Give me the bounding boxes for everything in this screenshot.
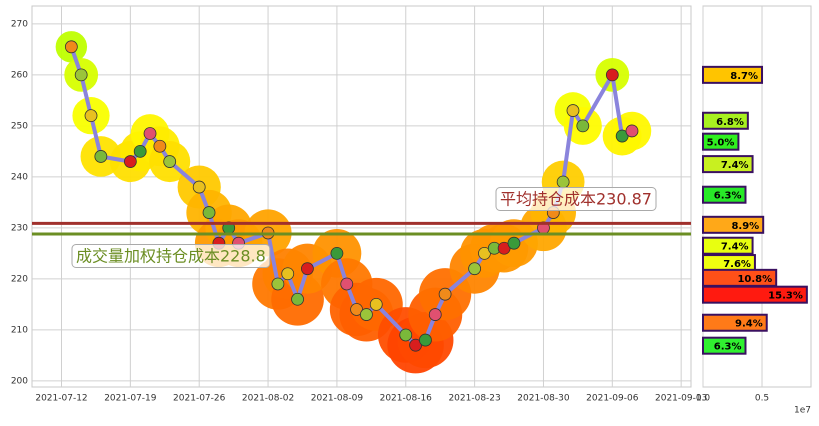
x-tick-label: 2021-08-23 bbox=[448, 394, 500, 404]
reference-label: 平均持仓成本230.87 bbox=[500, 190, 652, 209]
fruit-marker bbox=[281, 267, 295, 281]
fruit-marker bbox=[625, 124, 639, 138]
y-tick-label: 250 bbox=[11, 121, 28, 131]
fruit-marker bbox=[192, 180, 206, 194]
bar-label: 8.7% bbox=[730, 71, 758, 82]
fruit-marker bbox=[360, 308, 373, 321]
bar-label: 6.3% bbox=[714, 191, 742, 202]
fruit-marker bbox=[419, 333, 432, 347]
fruit-marker bbox=[133, 144, 147, 158]
bar-label: 15.3% bbox=[768, 291, 803, 302]
fruit-marker bbox=[369, 297, 383, 311]
fruit-marker bbox=[399, 328, 413, 342]
fruit-marker bbox=[271, 277, 285, 291]
bar bbox=[702, 185, 747, 204]
bar bbox=[702, 215, 765, 234]
bar-label: 6.8% bbox=[716, 117, 744, 128]
y-tick-label: 260 bbox=[11, 70, 28, 80]
bar-label: 6.3% bbox=[714, 342, 742, 353]
x-tick-label: 0.5 bbox=[755, 394, 769, 404]
fruit-marker bbox=[507, 236, 521, 250]
fruit-marker bbox=[576, 119, 590, 133]
fruit-marker bbox=[291, 292, 304, 306]
bar bbox=[702, 132, 740, 151]
fruit-marker bbox=[74, 68, 88, 82]
x-tick-label: 2021-07-26 bbox=[173, 394, 226, 404]
x-tick-label: 2021-08-02 bbox=[242, 394, 294, 404]
fruit-marker bbox=[438, 287, 452, 301]
fruit-marker bbox=[605, 68, 619, 82]
reference-label: 成交量加权持仓成本228.8 bbox=[76, 247, 266, 266]
x-tick-label: 0.0 bbox=[696, 394, 711, 404]
main-axes bbox=[31, 5, 692, 388]
fruit-marker bbox=[143, 127, 157, 140]
bar bbox=[702, 285, 808, 304]
x-tick-label: 2021-09-13 bbox=[655, 394, 707, 404]
fruit-marker bbox=[340, 277, 354, 291]
bar bbox=[702, 236, 754, 255]
x-tick-label: 2021-07-12 bbox=[35, 394, 87, 404]
fruit-marker bbox=[468, 262, 482, 276]
fruit-marker bbox=[301, 262, 314, 276]
fruit-marker bbox=[84, 109, 98, 123]
y-tick-label: 210 bbox=[11, 325, 28, 335]
fruit-marker bbox=[556, 175, 570, 189]
x-tick-label: 2021-09-06 bbox=[586, 394, 639, 404]
x-tick-label: 2021-08-30 bbox=[517, 394, 570, 404]
x-tick-label: 2021-08-09 bbox=[311, 394, 364, 404]
bar-label: 10.8% bbox=[737, 274, 772, 285]
y-tick-label: 220 bbox=[11, 274, 28, 284]
bar bbox=[702, 155, 754, 174]
offset-label: 1e7 bbox=[794, 406, 811, 416]
bar-label: 7.4% bbox=[721, 160, 749, 171]
x-tick-label: 2021-08-16 bbox=[380, 394, 433, 404]
reference-label-box bbox=[495, 187, 657, 211]
y-tick-label: 270 bbox=[11, 19, 28, 29]
fruit-marker bbox=[163, 155, 177, 168]
bar-label: 5.0% bbox=[707, 138, 735, 149]
fruit-marker bbox=[330, 246, 344, 260]
fruit-marker bbox=[64, 40, 78, 54]
fruit-marker bbox=[123, 155, 137, 168]
fruit-marker bbox=[566, 104, 580, 117]
bar-label: 9.4% bbox=[735, 319, 763, 330]
bar bbox=[702, 313, 768, 332]
y-tick-label: 200 bbox=[11, 376, 28, 386]
bar-label: 8.9% bbox=[731, 221, 759, 232]
bar bbox=[702, 111, 749, 130]
fruit-marker bbox=[202, 206, 216, 219]
fruit-marker bbox=[94, 150, 108, 163]
y-tick-label: 230 bbox=[11, 223, 28, 233]
reference-label-box bbox=[71, 244, 271, 268]
bar-label: 7.6% bbox=[723, 259, 751, 270]
fruit-marker bbox=[153, 139, 167, 153]
bar bbox=[702, 336, 747, 355]
bar bbox=[702, 65, 764, 84]
fruit-marker bbox=[428, 308, 442, 321]
x-tick-label: 2021-07-19 bbox=[104, 394, 157, 404]
y-tick-label: 240 bbox=[11, 172, 28, 182]
bar-label: 7.4% bbox=[721, 242, 749, 253]
